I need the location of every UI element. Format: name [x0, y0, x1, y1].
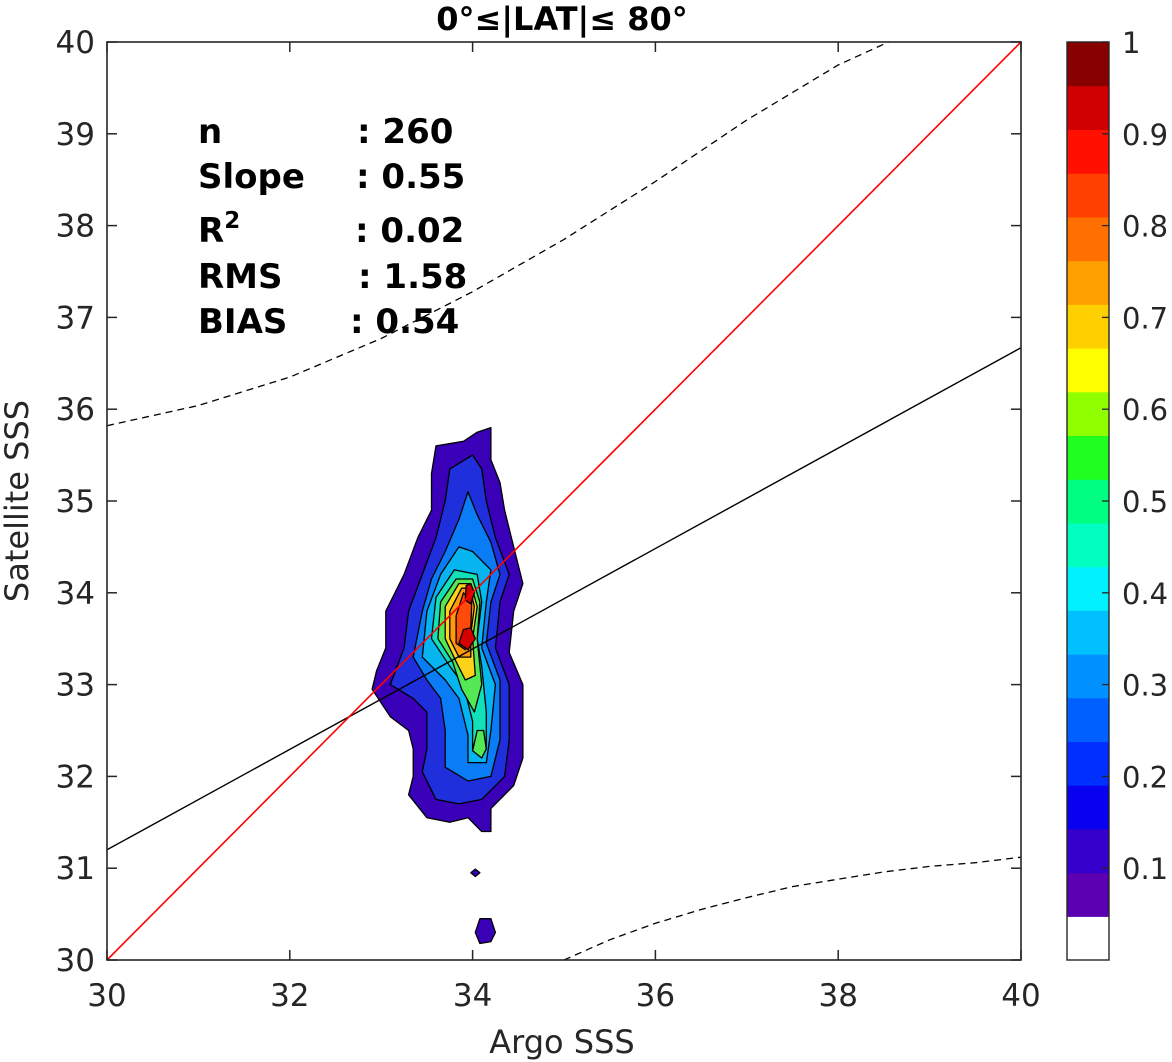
colorbar-tick-label: 0.9 — [1122, 118, 1168, 152]
colorbar-swatch — [1067, 348, 1109, 393]
x-tick-label: 34 — [453, 978, 492, 1014]
y-axis-label: Satellite SSS — [0, 400, 36, 602]
colorbar-swatch — [1067, 173, 1109, 218]
y-tick-label: 37 — [56, 300, 95, 336]
y-tick-label: 35 — [56, 484, 95, 520]
stat-label: RMS — [198, 257, 283, 297]
stat-value: : 0.54 — [350, 302, 459, 342]
contour-level-0.95 — [458, 627, 476, 651]
colorbar-swatch — [1067, 566, 1109, 611]
colorbar-swatch — [1067, 741, 1109, 786]
colorbar-swatch — [1067, 85, 1109, 131]
contour-level-0.55 — [471, 729, 487, 759]
colorbar-swatch — [1067, 304, 1109, 349]
colorbar-swatch — [1067, 42, 1109, 87]
y-tick-label: 40 — [56, 25, 95, 61]
y-tick-label: 36 — [56, 392, 95, 428]
stat-label: Slope — [198, 157, 305, 197]
colorbar-tick-label: 1 — [1122, 26, 1140, 60]
colorbar-swatch — [1067, 916, 1109, 961]
colorbar-tick-label: 0.8 — [1122, 210, 1168, 244]
colorbar-swatch — [1067, 872, 1109, 917]
y-tick-label: 33 — [56, 668, 95, 704]
x-tick-label: 36 — [636, 978, 675, 1014]
x-axis-label: Argo SSS — [489, 1023, 634, 1061]
colorbar-tick-label: 0.3 — [1122, 669, 1168, 703]
y-tick-label: 32 — [56, 759, 95, 795]
colorbar-swatch — [1067, 522, 1109, 568]
colorbar: 0.1 0.2 0.3 0.4 0.5 0.6 0.7 0.8 0.9 1 — [1066, 26, 1168, 961]
x-tick-label: 32 — [270, 978, 309, 1014]
contour-level-0.05 — [470, 868, 481, 878]
colorbar-swatch — [1067, 610, 1109, 655]
colorbar-swatch — [1067, 391, 1109, 437]
colorbar-swatch — [1067, 260, 1109, 305]
colorbar-swatch — [1067, 435, 1109, 480]
colorbar-swatch — [1067, 697, 1109, 743]
y-tick-label: 30 — [56, 943, 95, 979]
reference-lines — [106, 41, 1022, 961]
colorbar-swatch — [1067, 828, 1109, 874]
chart-title: 0°≤|LAT|≤ 80° — [436, 0, 687, 39]
x-tick-label: 30 — [87, 978, 126, 1014]
contour-level-0.05 — [474, 918, 497, 945]
axes-frame — [106, 41, 1022, 961]
colorbar-swatch — [1067, 785, 1109, 830]
y-tick-label: 34 — [56, 576, 95, 612]
stat-value: : 0.55 — [356, 157, 465, 197]
colorbar-swatch — [1067, 129, 1109, 174]
stat-label: BIAS — [198, 302, 287, 342]
y-tick-label: 38 — [56, 209, 95, 245]
stat-value: : 260 — [357, 112, 453, 152]
x-tick-label: 40 — [1001, 978, 1040, 1014]
one-to-one-line — [106, 41, 1022, 961]
density-contours — [371, 426, 524, 945]
stat-value: : 1.58 — [358, 257, 467, 297]
colorbar-tick-label: 0.4 — [1122, 577, 1168, 611]
y-tick-label: 31 — [56, 851, 95, 887]
regression-line — [106, 347, 1022, 851]
colorbar-tick-label: 0.7 — [1122, 301, 1168, 335]
stat-label: n — [198, 112, 222, 152]
x-tick-label: 38 — [818, 978, 857, 1014]
colorbar-tick-label: 0.2 — [1122, 760, 1168, 794]
y-tick-label: 39 — [56, 117, 95, 153]
colorbar-tick-label: 0.5 — [1122, 485, 1168, 519]
colorbar-tick-label: 0.6 — [1122, 393, 1168, 427]
lower-bound-line — [563, 856, 1022, 961]
upper-bound-line — [106, 41, 889, 427]
colorbar-swatch — [1067, 654, 1109, 699]
plot-axes: 30 32 34 36 38 40 30 31 32 33 34 35 36 37 38 39 40 — [56, 25, 1041, 1014]
colorbar-swatch — [1067, 216, 1109, 262]
stat-value: : 0.02 — [355, 211, 464, 251]
colorbar-tick-label: 0.1 — [1122, 852, 1168, 886]
